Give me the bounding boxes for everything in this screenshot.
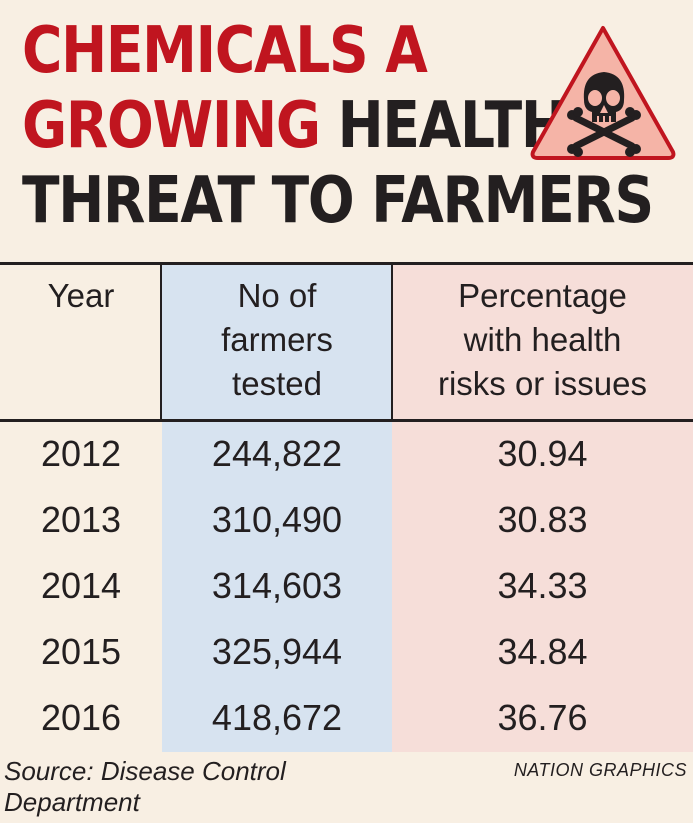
title-line-2-dark: HEALTH <box>337 89 567 163</box>
data-table: Year No of farmers tested Percentage wit… <box>0 262 693 752</box>
header-divider-2 <box>391 262 393 422</box>
table-top-rule <box>0 262 693 265</box>
header-year: Year <box>47 277 115 314</box>
header-divider-1 <box>160 262 162 422</box>
percentage-cell: 34.33 <box>497 565 588 606</box>
year-cell: 2015 <box>40 631 122 672</box>
year-cell: 2014 <box>40 565 122 606</box>
skull-crossbones-warning-icon <box>530 26 676 160</box>
percentage-cell: 30.83 <box>497 499 588 540</box>
year-cell: 2013 <box>40 499 122 540</box>
farmers-cell: 418,672 <box>211 697 343 738</box>
title-line-3: THREAT TO FARMERS <box>22 164 654 238</box>
percentage-cell: 30.94 <box>497 433 588 474</box>
title-line-2-red: GROWING <box>22 89 321 163</box>
percentage-cell: 34.84 <box>497 631 588 672</box>
percentage-column-bg <box>392 262 693 752</box>
header-bottom-rule <box>0 419 693 422</box>
farmers-cell: 244,822 <box>211 433 343 474</box>
farmers-cell: 314,603 <box>211 565 343 606</box>
title-line-1: CHEMICALS A <box>22 14 428 88</box>
farmers-cell: 325,944 <box>211 631 343 672</box>
farmers-column-bg <box>162 262 392 752</box>
farmers-cell: 310,490 <box>211 499 343 540</box>
page-title: CHEMICALS A GROWING HEALTH THREAT TO FAR… <box>22 14 654 239</box>
year-cell: 2012 <box>40 433 122 474</box>
percentage-cell: 36.76 <box>497 697 588 738</box>
header-percentage: Percentage with health risks or issues <box>437 277 648 402</box>
year-cell: 2016 <box>40 697 122 738</box>
year-column-bg <box>0 262 162 752</box>
credit-label: NATION GRAPHICS <box>513 760 687 780</box>
header-farmers: No of farmers tested <box>221 277 333 402</box>
source-note: Source: Disease Control Department <box>4 756 286 817</box>
